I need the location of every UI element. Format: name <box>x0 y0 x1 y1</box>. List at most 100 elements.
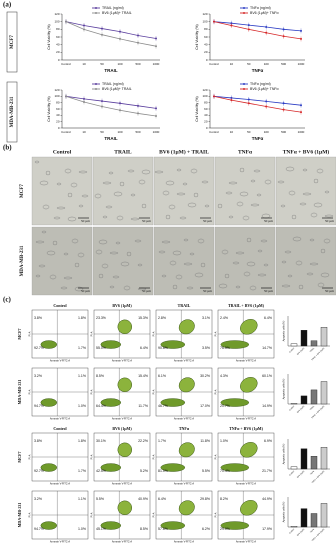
cell <box>56 206 66 210</box>
population <box>220 398 250 407</box>
micrograph <box>31 156 93 226</box>
quadrant-value: 45.1% <box>96 527 106 531</box>
cell <box>236 201 244 207</box>
population <box>100 521 122 530</box>
cell <box>320 272 330 278</box>
series-line <box>65 21 157 39</box>
x-axis-title: Annexin V-FITC-A <box>112 360 132 363</box>
column-header: Control <box>53 426 67 431</box>
row-label: MCF7 <box>17 451 22 462</box>
quadrant-value: 8.5% <box>96 374 104 378</box>
population <box>40 463 57 472</box>
bar <box>290 403 298 405</box>
y-tick-label: 0 <box>58 126 60 130</box>
x-tick-label: 1000 <box>298 62 305 66</box>
population <box>220 463 250 472</box>
y-axis-title: Apoptotic cells (%) <box>283 378 286 399</box>
x-tick-label: 10 <box>230 62 234 66</box>
cell <box>56 182 62 186</box>
legend-marker <box>95 83 97 85</box>
y-tick-label: 20 <box>56 50 60 54</box>
legend-marker <box>243 7 245 9</box>
cell <box>201 180 209 184</box>
cell <box>295 260 303 266</box>
micrograph <box>31 226 93 296</box>
column-header: TRAIL <box>114 149 132 155</box>
cell <box>320 248 326 254</box>
y-axis-title: PI-A <box>29 331 32 336</box>
row-label: MCF7 <box>20 184 25 198</box>
cell <box>287 274 293 278</box>
row-label: MCF7 <box>17 328 22 339</box>
micrograph <box>153 226 215 296</box>
y-axis-title: PI-A <box>153 389 156 394</box>
cell <box>95 249 103 255</box>
cell <box>228 181 238 185</box>
x-tick-label: 500 <box>281 130 286 134</box>
quadrant-value: 6.4% <box>140 346 148 350</box>
cell <box>123 285 131 291</box>
column-header: Control <box>53 149 72 155</box>
panel-label: (c) <box>3 296 11 304</box>
cell <box>126 251 132 257</box>
cell <box>176 168 182 172</box>
legend-marker <box>95 7 97 9</box>
quadrant-value: 11.7% <box>138 404 148 408</box>
cell <box>324 190 330 194</box>
quadrant-value: 1.7% <box>158 439 166 443</box>
x-tick-label: 100 <box>264 62 269 66</box>
cell <box>285 166 295 172</box>
cell <box>105 205 113 209</box>
panel-label: (b) <box>3 144 12 152</box>
y-tick-label: 20 <box>204 50 208 54</box>
x-axis-title: Annexin V-FITC-A <box>50 541 70 544</box>
cell <box>246 261 256 267</box>
series-line <box>213 21 302 32</box>
x-axis-title: Annexin V-FITC-A <box>112 541 132 544</box>
scale-label: 50 µm <box>203 289 212 293</box>
cell <box>225 191 233 195</box>
cell <box>260 239 268 243</box>
cell <box>138 179 146 185</box>
quadrant-value: 1.0% <box>220 439 228 443</box>
cell <box>243 271 251 277</box>
x-axis-title: TNFα <box>252 68 264 73</box>
cell <box>187 202 197 208</box>
x-tick-label: Control <box>288 405 295 412</box>
cell <box>310 212 318 218</box>
column-header: TNFα + BV6 (1µM) <box>229 426 263 431</box>
column-header: BV6 (1µM) + TRAIL <box>159 148 209 155</box>
cell <box>74 286 84 292</box>
cell <box>127 169 135 173</box>
cell <box>39 180 49 186</box>
cell <box>98 239 108 245</box>
bar <box>300 508 308 528</box>
x-tick-label: BV6 (1µM) <box>297 470 305 478</box>
cell <box>119 181 125 187</box>
cell <box>102 215 108 219</box>
column-header: TRAIL + BV6 (1µM) <box>228 303 265 308</box>
cell <box>161 274 167 278</box>
cell <box>165 180 175 186</box>
quadrant-value: 22.2% <box>138 439 148 443</box>
population <box>240 377 258 393</box>
cell <box>176 192 186 196</box>
quadrant-value: 3.5% <box>202 346 210 350</box>
cell <box>257 249 263 253</box>
cell <box>134 239 142 243</box>
population <box>160 521 186 530</box>
cell <box>246 237 252 243</box>
quadrant-value: 76.5% <box>220 346 230 350</box>
x-tick-label: BV6 (1µM) <box>297 405 305 413</box>
x-tick-label: 10 <box>82 62 86 66</box>
cell <box>94 193 102 199</box>
cell <box>172 284 178 290</box>
population <box>100 398 122 407</box>
cell <box>281 284 291 288</box>
cell <box>190 168 198 174</box>
quadrant-value: 29.0% <box>220 527 230 531</box>
quadrant-value: 3.2% <box>34 374 42 378</box>
row-label-box <box>6 81 18 143</box>
legend-label: BV6 (1µM)+ TRAIL <box>102 11 132 15</box>
y-axis-title: PI-A <box>153 331 156 336</box>
